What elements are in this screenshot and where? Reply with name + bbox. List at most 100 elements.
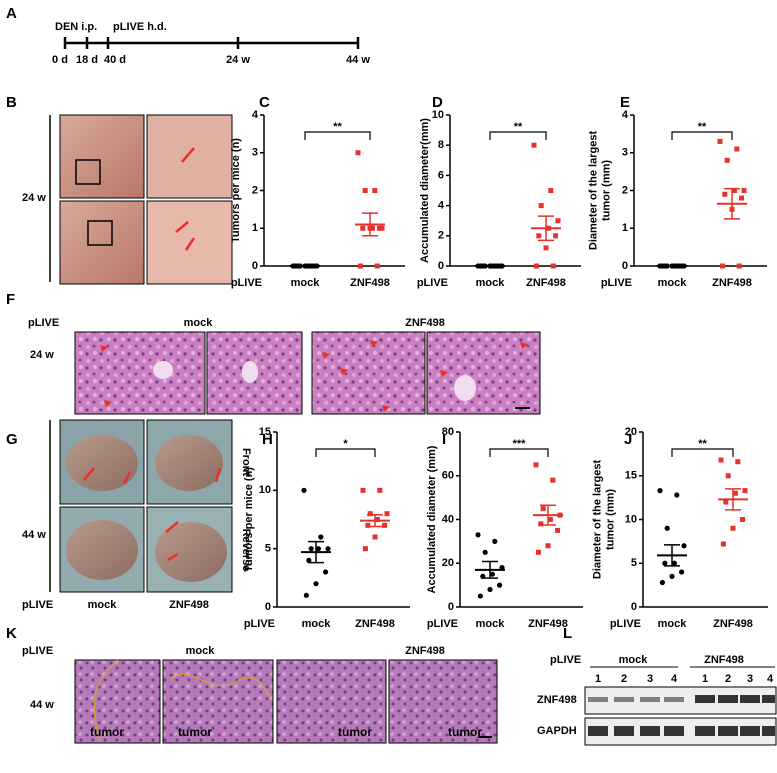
data-point <box>717 138 723 144</box>
y-tick-label: 4 <box>622 109 629 121</box>
group-label: pLIVE <box>22 645 53 657</box>
data-point <box>313 581 319 587</box>
panel-label: B <box>6 94 17 111</box>
x-axis-label: pLIVE <box>231 277 262 289</box>
data-point <box>477 593 483 599</box>
data-point <box>662 560 668 566</box>
data-point <box>739 195 745 201</box>
panel-label: C <box>259 94 270 111</box>
y-tick-label: 6 <box>438 169 444 181</box>
lane-label: 3 <box>747 673 753 685</box>
y-tick-label: 15 <box>259 426 271 438</box>
vessel <box>242 361 258 383</box>
timeline-event: DEN i.p. <box>55 21 97 33</box>
significance-bracket <box>489 448 549 457</box>
panel-l: pLIVE mock ZNF498 1 2 3 4 1 2 3 4 ZNF498… <box>537 654 777 746</box>
x-tick-label: ZNF498 <box>526 277 566 289</box>
y-axis-label: tumor (mm) <box>604 489 616 550</box>
data-point <box>547 517 553 522</box>
significance-bracket <box>315 448 376 457</box>
x-axis-label: pLIVE <box>427 618 458 630</box>
vessel <box>153 361 173 379</box>
timeline-tick-label: 40 d <box>104 54 126 66</box>
tumor-outline <box>169 673 271 701</box>
y-tick-label: 10 <box>432 109 444 121</box>
x-tick-label: ZNF498 <box>713 618 753 630</box>
time-label: 44 w <box>30 699 54 711</box>
group-name: ZNF498 <box>169 599 209 611</box>
lane-label: 1 <box>702 673 708 685</box>
data-point <box>555 527 561 533</box>
error-bar <box>482 560 498 579</box>
timeline-tick-label: 24 w <box>226 54 250 66</box>
group-name: mock <box>186 645 216 657</box>
y-axis-label: Tumors per mice (n) <box>230 138 242 243</box>
panel-f: pLIVE mock ZNF498 24 w <box>28 317 541 415</box>
y-tick-label: 3 <box>252 147 258 159</box>
data-point <box>535 549 541 555</box>
data-point <box>669 573 675 579</box>
data-point <box>674 492 680 498</box>
data-point <box>671 560 678 566</box>
error-bar <box>724 187 740 220</box>
group-name: ZNF498 <box>405 317 445 329</box>
data-point <box>736 263 742 269</box>
y-tick-label: 80 <box>442 426 454 438</box>
significance-label: ** <box>514 121 523 133</box>
data-point <box>533 462 539 468</box>
error-bar <box>308 540 324 564</box>
data-point <box>487 586 493 593</box>
region-label: tumor <box>448 725 482 739</box>
lane-label: 3 <box>647 673 653 685</box>
y-tick-label: 5 <box>265 543 271 555</box>
timeline-tick-label: 44 w <box>346 54 370 66</box>
data-point <box>301 487 307 493</box>
y-tick-label: 2 <box>438 230 444 242</box>
data-point <box>489 571 495 577</box>
error-bar <box>664 544 680 567</box>
data-point <box>377 487 383 493</box>
data-point <box>325 546 331 552</box>
data-point <box>482 549 488 555</box>
data-point <box>384 511 390 517</box>
group-name: mock <box>184 317 214 329</box>
y-axis-label: Diameter of the largest <box>587 131 599 251</box>
y-tick-label: 10 <box>625 513 637 525</box>
data-point <box>533 263 539 269</box>
zoom-box <box>75 159 101 185</box>
y-tick-label: 0 <box>252 260 258 272</box>
data-point <box>725 473 731 479</box>
data-point <box>475 532 481 538</box>
y-tick-label: 0 <box>622 260 628 272</box>
data-point <box>377 225 383 231</box>
time-label: 24 w <box>22 192 46 204</box>
y-tick-label: 15 <box>625 470 637 482</box>
liver <box>155 435 223 491</box>
lane-label: 2 <box>725 673 731 685</box>
data-point <box>719 263 725 269</box>
group-label: pLIVE <box>22 599 53 611</box>
error-bar <box>538 215 554 242</box>
y-tick-label: 4 <box>438 200 445 212</box>
x-axis-label: pLIVE <box>244 618 275 630</box>
y-tick-label: 0 <box>438 260 444 272</box>
y-tick-label: 1 <box>252 222 258 234</box>
panel-label: I <box>442 431 446 448</box>
data-point <box>730 525 736 531</box>
arrow <box>175 147 196 251</box>
data-point <box>365 522 371 528</box>
group-name: ZNF498 <box>405 645 445 657</box>
data-point <box>318 534 324 540</box>
data-point <box>492 538 498 544</box>
data-point <box>548 188 554 193</box>
data-point <box>720 541 726 547</box>
x-tick-label: ZNF498 <box>712 277 752 289</box>
data-point <box>681 543 687 549</box>
panel-label: K <box>6 625 17 642</box>
data-point <box>740 517 746 522</box>
panel-k: pLIVE mock ZNF498 44 w tumor tumor tumor… <box>22 645 498 744</box>
significance-label: *** <box>513 438 527 450</box>
data-point <box>550 477 556 483</box>
charts: 0 1 2 3 4 Tumors per mice (n) pLIVE mock ZNF498 *… <box>230 109 768 630</box>
y-tick-label: 2 <box>252 184 258 196</box>
